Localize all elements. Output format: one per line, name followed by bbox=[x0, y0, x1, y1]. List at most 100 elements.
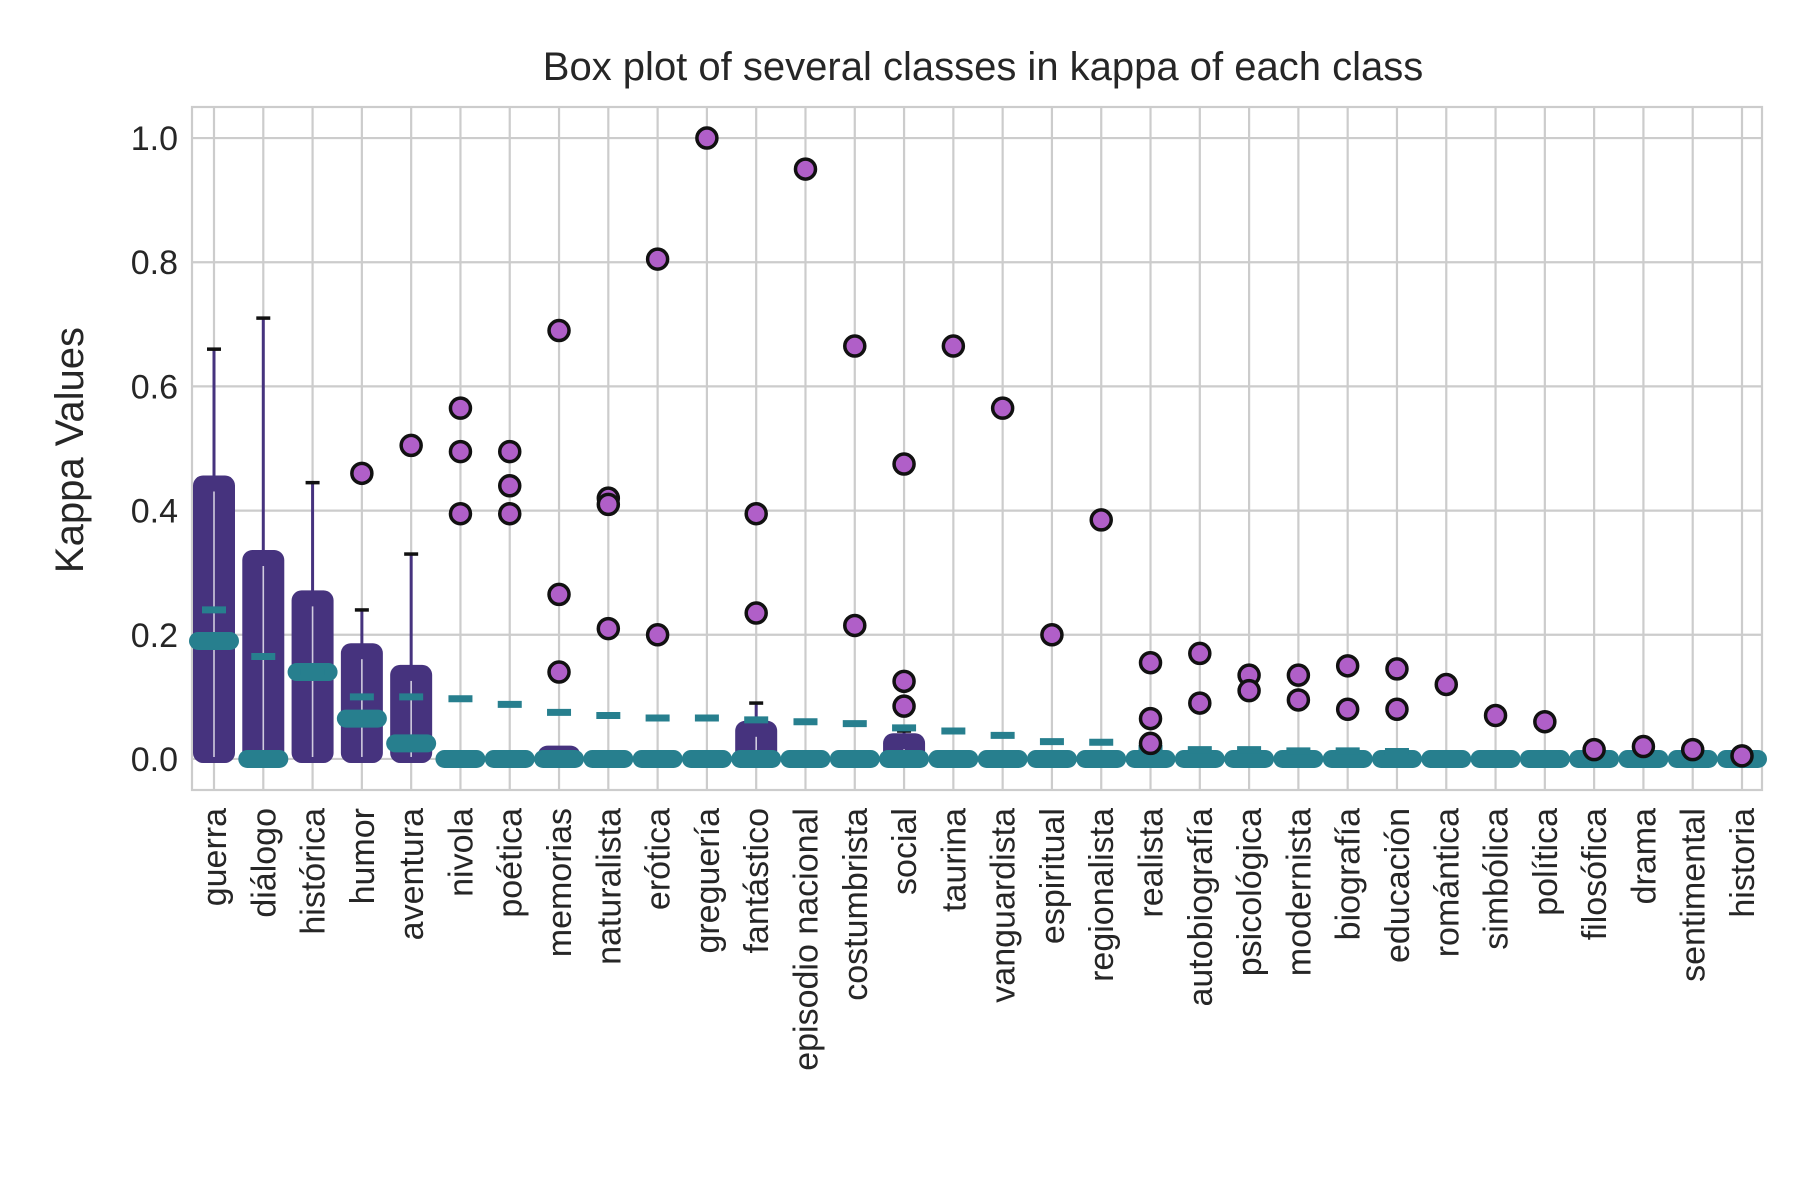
x-tick-label: nivola bbox=[442, 808, 480, 897]
outlier-point bbox=[1680, 737, 1705, 762]
y-tick-label: 1.0 bbox=[131, 120, 178, 158]
x-tick-label: poética bbox=[492, 808, 530, 918]
outlier-point bbox=[1434, 672, 1459, 697]
outlier-point bbox=[547, 582, 571, 607]
outlier-point bbox=[1286, 688, 1311, 712]
x-tick-label: educación bbox=[1379, 808, 1417, 963]
box-group bbox=[534, 318, 585, 768]
outlier-point bbox=[941, 334, 966, 358]
y-tick-label: 0.6 bbox=[131, 368, 178, 406]
outlier-point bbox=[596, 616, 621, 641]
box-group bbox=[238, 316, 289, 768]
box-group bbox=[435, 396, 486, 768]
outlier-point bbox=[645, 247, 670, 271]
outlier-point bbox=[990, 396, 1015, 420]
x-tick-label: romántica bbox=[1428, 808, 1466, 957]
outlier-point bbox=[1730, 744, 1754, 768]
x-tick-label: drama bbox=[1625, 808, 1663, 904]
box-group bbox=[189, 347, 239, 763]
outlier-point bbox=[547, 318, 571, 343]
outlier-point bbox=[448, 396, 473, 420]
x-tick-label: guerra bbox=[196, 808, 234, 906]
outlier-point bbox=[695, 126, 719, 150]
box-group bbox=[1076, 508, 1127, 768]
box-group bbox=[1125, 650, 1176, 768]
outlier-point bbox=[744, 601, 768, 625]
box-group bbox=[484, 439, 535, 768]
x-tick-label: modernista bbox=[1280, 808, 1318, 976]
x-tick-label: aventura bbox=[393, 808, 431, 940]
outlier-point bbox=[497, 501, 522, 526]
box-group bbox=[583, 486, 634, 768]
outlier-point bbox=[1237, 678, 1261, 703]
outlier-point bbox=[497, 474, 522, 498]
box-group bbox=[1618, 734, 1669, 768]
x-tick-label: filosófica bbox=[1576, 808, 1614, 940]
x-tick-label: social bbox=[886, 808, 924, 895]
x-tick-label: biografía bbox=[1330, 808, 1368, 940]
outlier-point bbox=[497, 439, 522, 464]
outlier-point bbox=[1582, 737, 1606, 762]
y-tick-label: 0.8 bbox=[131, 244, 178, 282]
box-group bbox=[632, 247, 683, 768]
outlier-point bbox=[1483, 703, 1508, 728]
outlier-point bbox=[1286, 663, 1311, 687]
outlier-point bbox=[1138, 706, 1163, 731]
box-group bbox=[731, 501, 782, 768]
x-tick-label: psicológica bbox=[1231, 808, 1269, 976]
x-tick-label: política bbox=[1527, 808, 1565, 916]
box-group bbox=[1273, 663, 1324, 768]
plot-area-frame bbox=[190, 105, 1764, 792]
outlier-point bbox=[892, 669, 916, 694]
box-group bbox=[1224, 663, 1275, 768]
outlier-point bbox=[1188, 641, 1212, 666]
box-group bbox=[681, 126, 732, 768]
box-group bbox=[879, 452, 930, 768]
outlier-point bbox=[892, 694, 916, 718]
outlier-point bbox=[1089, 508, 1113, 532]
outlier-point bbox=[448, 501, 473, 526]
y-tick-label: 0.2 bbox=[131, 617, 178, 655]
outlier-point bbox=[1335, 697, 1360, 722]
outlier-point bbox=[1533, 709, 1557, 734]
box-group bbox=[1371, 657, 1422, 768]
x-tick-label: simbólica bbox=[1478, 808, 1516, 950]
outlier-point bbox=[1385, 697, 1409, 722]
outlier-point bbox=[399, 433, 423, 458]
x-tick-label: humor bbox=[344, 808, 382, 904]
outlier-point bbox=[1385, 657, 1409, 681]
x-tick-label: histórica bbox=[295, 808, 333, 935]
x-tick-label: espiritual bbox=[1034, 808, 1072, 944]
x-tick-label: regionalista bbox=[1083, 808, 1121, 982]
box-group bbox=[1174, 641, 1225, 768]
outlier-point bbox=[448, 439, 473, 464]
outlier-point bbox=[1188, 691, 1212, 715]
box-group bbox=[829, 334, 880, 768]
outlier-point bbox=[793, 157, 818, 181]
x-tick-label: naturalista bbox=[590, 808, 628, 965]
x-tick-label: sentimental bbox=[1675, 808, 1713, 982]
box-group bbox=[1519, 709, 1570, 768]
outlier-point bbox=[1631, 734, 1656, 759]
x-tick-label: greguería bbox=[689, 808, 727, 954]
x-tick-label: autobiografía bbox=[1182, 808, 1220, 1007]
box-group bbox=[386, 433, 437, 763]
outlier-point bbox=[645, 623, 670, 647]
box-group bbox=[928, 334, 979, 768]
box-group bbox=[1717, 744, 1767, 768]
outlier-point bbox=[596, 492, 621, 517]
box-group bbox=[1667, 737, 1718, 768]
y-tick-labels: 0.0 0.2 0.4 0.6 0.8 1.0 bbox=[131, 120, 178, 779]
box-group bbox=[1421, 672, 1472, 768]
box-group bbox=[977, 396, 1028, 768]
outlier-point bbox=[350, 461, 374, 486]
x-tick-labels: guerra diálogo histórica humor aventura nivol… bbox=[196, 808, 1762, 1071]
x-tick-label: vanguardista bbox=[985, 808, 1023, 1003]
x-tick-label: realista bbox=[1133, 808, 1171, 918]
outlier-point bbox=[744, 501, 768, 526]
box-group bbox=[1470, 703, 1521, 768]
outlier-point bbox=[843, 613, 867, 638]
outlier-point bbox=[547, 660, 571, 684]
boxes-layer bbox=[189, 126, 1767, 768]
